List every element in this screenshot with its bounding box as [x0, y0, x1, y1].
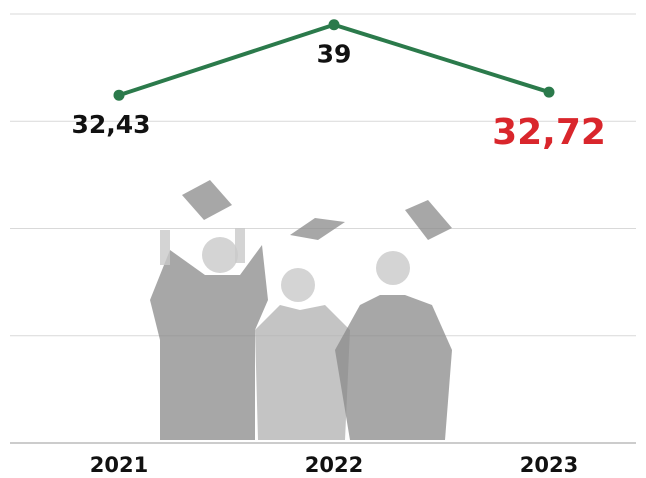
point	[328, 19, 340, 31]
point	[543, 86, 555, 98]
point	[113, 89, 125, 101]
value-label: 32,43	[71, 110, 150, 139]
x-tick-label: 2022	[305, 453, 363, 477]
graduates-illustration	[150, 180, 452, 440]
x-tick-label: 2021	[90, 453, 148, 477]
value-label: 32,72	[492, 112, 606, 153]
x-tick-label: 2023	[520, 453, 578, 477]
value-label: 39	[317, 40, 352, 69]
